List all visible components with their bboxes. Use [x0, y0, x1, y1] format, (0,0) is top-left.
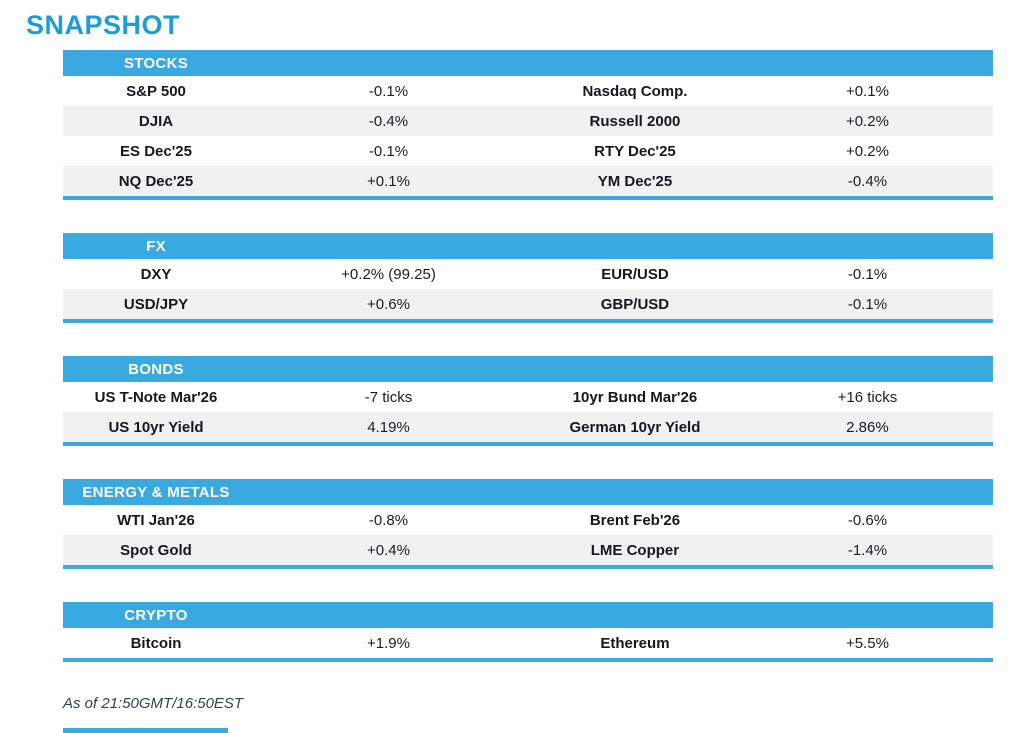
section-energy-metals: ENERGY & METALS WTI Jan'26 -0.8% Brent F…	[63, 479, 993, 569]
section-crypto: CRYPTO Bitcoin +1.9% Ethereum +5.5%	[63, 602, 993, 662]
instrument-value: -0.8%	[368, 511, 409, 529]
instrument-value: +0.2%	[845, 142, 889, 160]
instrument-value: +0.2% (99.25)	[341, 265, 436, 283]
section-header-stocks: STOCKS	[63, 50, 993, 76]
instrument-value: +0.1%	[367, 172, 410, 190]
section-header-label: BONDS	[128, 360, 184, 378]
instrument-label: Brent Feb'26	[589, 511, 681, 529]
section-header-label: STOCKS	[123, 54, 189, 72]
instrument-label: LME Copper	[590, 541, 680, 559]
next-section-header-partial	[63, 728, 228, 733]
instrument-label: WTI Jan'26	[117, 511, 195, 529]
table-row: WTI Jan'26 -0.8% Brent Feb'26 -0.6%	[63, 505, 993, 535]
instrument-label: GBP/USD	[600, 295, 670, 313]
instrument-value: +0.1%	[845, 82, 889, 100]
section-bonds: BONDS US T-Note Mar'26 -7 ticks 10yr Bun…	[63, 356, 993, 446]
instrument-value: -1.4%	[847, 541, 888, 559]
section-stocks: STOCKS S&P 500 -0.1% Nasdaq Comp. +0.1% …	[63, 50, 993, 200]
table-row: Bitcoin +1.9% Ethereum +5.5%	[63, 628, 993, 658]
instrument-value: -0.1%	[847, 265, 888, 283]
instrument-label: Ethereum	[600, 634, 670, 652]
page-title: SNAPSHOT	[26, 10, 181, 40]
instrument-label: US T-Note Mar'26	[94, 388, 218, 406]
instrument-value: +1.9%	[367, 634, 410, 652]
table-row: USD/JPY +0.6% GBP/USD -0.1%	[63, 289, 993, 319]
instrument-value: -0.4%	[847, 172, 888, 190]
instrument-value: -7 ticks	[364, 388, 413, 406]
table-row: US 10yr Yield 4.19% German 10yr Yield 2.…	[63, 412, 993, 442]
timestamp-note: As of 21:50GMT/16:50EST	[63, 695, 244, 712]
instrument-value: -0.1%	[368, 142, 409, 160]
table-row: S&P 500 -0.1% Nasdaq Comp. +0.1%	[63, 76, 993, 106]
table-row: US T-Note Mar'26 -7 ticks 10yr Bund Mar'…	[63, 382, 993, 412]
section-header-label: ENERGY & METALS	[82, 483, 230, 501]
instrument-label: DXY	[140, 265, 172, 283]
instrument-label: USD/JPY	[123, 295, 189, 313]
tables-content: STOCKS S&P 500 -0.1% Nasdaq Comp. +0.1% …	[63, 40, 993, 662]
instrument-value: +5.5%	[845, 634, 889, 652]
instrument-value: +0.6%	[367, 295, 410, 313]
instrument-value: -0.4%	[368, 112, 409, 130]
instrument-label: DJIA	[138, 112, 174, 130]
table-row: NQ Dec'25 +0.1% YM Dec'25 -0.4%	[63, 166, 993, 196]
instrument-label: US 10yr Yield	[108, 418, 204, 436]
section-fx: FX DXY +0.2% (99.25) EUR/USD -0.1% USD/J…	[63, 233, 993, 323]
table-row: DXY +0.2% (99.25) EUR/USD -0.1%	[63, 259, 993, 289]
instrument-value: -0.1%	[847, 295, 888, 313]
instrument-value: -0.6%	[847, 511, 888, 529]
instrument-label: Russell 2000	[589, 112, 681, 130]
table-row: Spot Gold +0.4% LME Copper -1.4%	[63, 535, 993, 565]
instrument-value: +0.4%	[367, 541, 410, 559]
instrument-label: NQ Dec'25	[118, 172, 194, 190]
section-header-label: FX	[146, 237, 166, 255]
table-row: DJIA -0.4% Russell 2000 +0.2%	[63, 106, 993, 136]
instrument-label: ES Dec'25	[120, 142, 192, 160]
section-header-fx: FX	[63, 233, 993, 259]
section-header-energy-metals: ENERGY & METALS	[63, 479, 993, 505]
instrument-value: 2.86%	[846, 418, 889, 436]
instrument-label: Bitcoin	[130, 634, 182, 652]
instrument-label: Nasdaq Comp.	[582, 82, 688, 100]
section-header-bonds: BONDS	[63, 356, 993, 382]
section-header-label: CRYPTO	[124, 606, 188, 624]
table-row: ES Dec'25 -0.1% RTY Dec'25 +0.2%	[63, 136, 993, 166]
instrument-label: YM Dec'25	[597, 172, 673, 190]
section-header-crypto: CRYPTO	[63, 602, 993, 628]
instrument-value: +0.2%	[845, 112, 889, 130]
instrument-label: S&P 500	[126, 82, 186, 100]
instrument-label: Spot Gold	[120, 541, 192, 559]
instrument-label: German 10yr Yield	[569, 418, 701, 436]
instrument-label: EUR/USD	[601, 265, 669, 283]
instrument-label: RTY Dec'25	[594, 142, 676, 160]
instrument-value: 4.19%	[367, 418, 410, 436]
instrument-value: +16 ticks	[837, 388, 898, 406]
instrument-label: 10yr Bund Mar'26	[572, 388, 698, 406]
instrument-value: -0.1%	[368, 82, 409, 100]
